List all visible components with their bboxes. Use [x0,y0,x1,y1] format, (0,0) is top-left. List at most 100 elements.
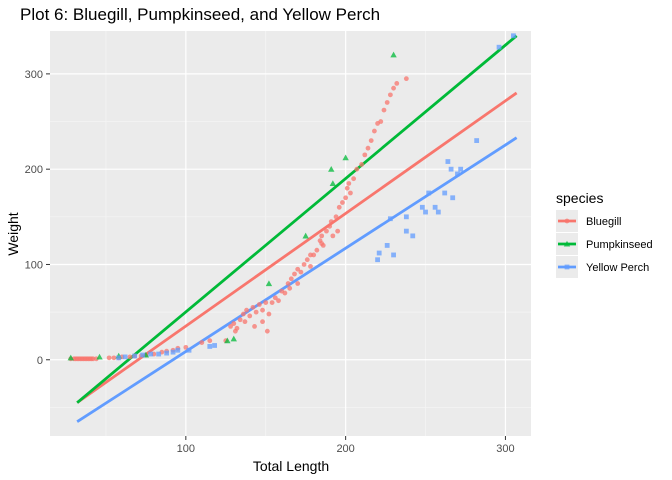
data-points [67,33,516,362]
data-point [375,257,380,263]
data-point [432,204,438,210]
data-point [442,190,448,196]
y-tick-label: 0 [37,355,43,367]
data-point [295,266,301,272]
data-point [563,240,571,247]
data-point [368,138,374,143]
data-point [319,241,325,246]
data-point [445,159,451,164]
data-point [175,347,181,353]
legend: species Bluegill Pumpkinseed Yellow Perch [556,190,653,278]
plot-panel [50,31,531,436]
legend-label: Bluegill [586,216,621,228]
x-axis-title: Total Length [253,458,329,474]
data-point [362,152,368,158]
data-point [242,319,248,325]
data-point [390,51,397,58]
data-point [253,309,259,315]
data-point [387,92,393,98]
data-point [340,200,345,205]
data-point [403,214,409,220]
data-point [344,185,350,191]
data-point [343,195,349,201]
data-point [207,338,213,344]
fit-line [76,34,518,404]
data-point [260,319,265,325]
data-point [384,243,390,248]
data-point [237,317,243,323]
data-point [265,280,273,287]
data-point [450,195,456,201]
data-point [288,276,294,282]
data-point [269,300,275,305]
data-point [354,166,360,172]
data-point [333,214,339,220]
data-point [564,218,570,224]
data-point [272,295,278,301]
data-point [511,33,516,39]
data-point [419,204,425,210]
data-point [342,154,349,161]
data-point [423,209,428,215]
data-point [232,328,238,334]
data-point [228,324,233,329]
data-point [276,298,281,304]
data-point [378,119,384,124]
data-point [298,269,304,275]
x-tick-label: 100 [177,443,195,455]
data-point [335,228,341,234]
data-point [111,355,117,361]
data-point [403,76,409,82]
data-point [148,351,154,357]
data-point [240,311,246,317]
data-point [116,355,122,361]
data-point [328,219,334,224]
data-point [324,228,329,234]
data-point [376,250,382,256]
data-point [410,233,416,239]
data-point [474,138,480,143]
data-point [435,209,441,215]
data-point [319,233,325,239]
fit-line [76,136,518,423]
legend-label: Pumpkinseed [586,239,653,251]
data-point [164,350,170,356]
legend-label: Yellow Perch [586,262,649,274]
data-point [295,281,301,286]
data-point [287,285,293,291]
data-point [230,335,237,342]
data-point [156,351,162,357]
data-point [496,44,502,50]
data-point [263,300,269,305]
data-point [282,290,288,296]
data-point [250,304,256,310]
data-point [391,252,396,258]
chart-title: Plot 6: Bluegill, Pumpkinseed, and Yello… [20,5,380,24]
data-point [212,343,217,348]
data-point [252,324,257,329]
data-point [351,176,357,182]
y-tick-label: 300 [25,69,43,81]
data-point [308,263,313,269]
data-point [381,107,387,113]
data-point [244,307,249,313]
data-point [231,321,237,326]
data-point [127,354,133,360]
data-point [359,162,365,167]
fit-line [76,91,518,404]
data-point [264,328,270,334]
data-point [140,352,146,358]
data-point [458,166,464,172]
data-point [564,264,570,270]
data-point [170,349,176,355]
data-point [122,354,128,360]
data-point [224,337,231,344]
data-point [301,262,307,267]
data-point [302,232,309,239]
data-point [308,252,313,258]
data-point [292,271,297,277]
data-point [260,307,265,313]
x-tick-label: 300 [496,443,514,455]
data-point [256,302,262,307]
data-point [329,180,337,187]
